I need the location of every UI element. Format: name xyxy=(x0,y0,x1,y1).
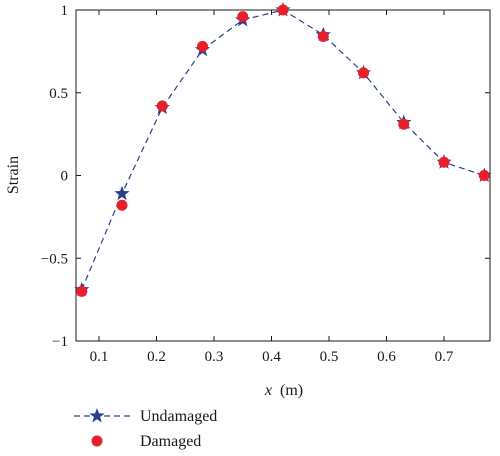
point-damaged xyxy=(358,67,369,79)
legend: Undamaged Damaged xyxy=(74,408,217,450)
legend-marker-undamaged xyxy=(89,408,105,423)
x-axis-ticks: 0.1 0.2 0.3 0.4 0.5 0.6 0.7 xyxy=(90,10,454,365)
y-tick-label: 1 xyxy=(61,3,69,19)
legend-marker-damaged xyxy=(91,435,103,447)
point-damaged xyxy=(438,156,450,168)
y-axis-label: Strain xyxy=(5,156,22,194)
point-damaged xyxy=(277,4,289,16)
y-tick-label: −0.5 xyxy=(41,251,68,267)
series-line-undamaged xyxy=(81,9,485,290)
y-axis-ticks: −1 −0.5 0 0.5 1 xyxy=(41,3,490,350)
point-damaged xyxy=(76,285,88,297)
x-axis-variable: x xyxy=(264,382,272,399)
x-tick-label: 0.2 xyxy=(147,349,166,365)
y-tick-label: −1 xyxy=(52,334,68,350)
plot-area xyxy=(75,9,491,342)
x-axis-label: x (m) xyxy=(264,382,303,399)
y-tick-label: 0.5 xyxy=(49,86,68,102)
point-damaged xyxy=(478,170,490,181)
point-damaged xyxy=(116,199,128,211)
x-tick-label: 0.7 xyxy=(435,349,454,365)
point-damaged xyxy=(237,11,249,23)
legend-label-undamaged: Undamaged xyxy=(140,408,217,425)
x-axis-unit: (m) xyxy=(280,382,303,399)
point-damaged xyxy=(398,118,410,130)
point-damaged xyxy=(156,100,168,112)
x-tick-label: 0.4 xyxy=(262,349,281,365)
series-layer xyxy=(74,2,492,297)
x-tick-label: 0.5 xyxy=(320,349,339,365)
x-tick-label: 0.3 xyxy=(205,349,224,365)
x-tick-label: 0.1 xyxy=(90,349,109,365)
plot-frame xyxy=(75,9,491,342)
point-damaged xyxy=(317,30,329,42)
legend-label-damaged: Damaged xyxy=(140,433,201,450)
y-tick-label: 0 xyxy=(61,169,69,185)
point-damaged xyxy=(197,40,208,52)
x-tick-label: 0.6 xyxy=(377,349,396,365)
point-undamaged xyxy=(114,185,130,201)
